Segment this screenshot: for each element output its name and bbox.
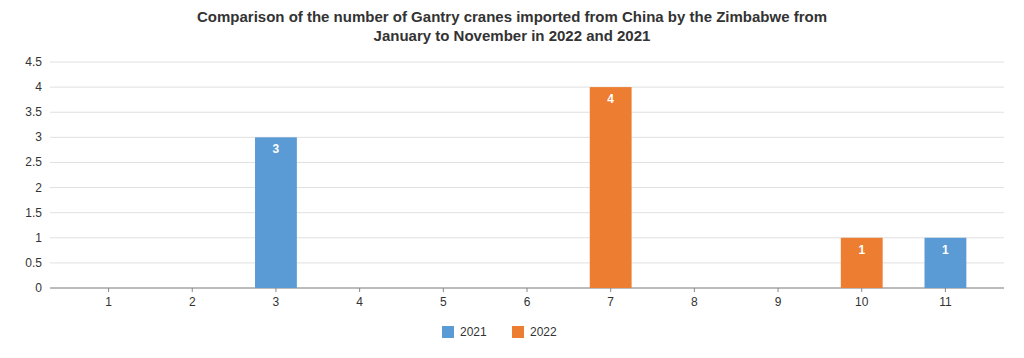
bar [255, 288, 297, 289]
x-tick [359, 288, 360, 292]
bar [255, 137, 297, 288]
x-tick [610, 288, 611, 292]
bar [88, 288, 130, 289]
chart: Comparison of the number of Gantry crane… [0, 0, 1024, 358]
bar [422, 288, 464, 289]
bar [673, 288, 715, 289]
legend-label: 2021 [460, 325, 487, 339]
x-tick [443, 288, 444, 292]
x-tick-label: 9 [775, 295, 782, 309]
x-tick [192, 288, 193, 292]
y-tick-label: 0.5 [25, 256, 42, 270]
bar [339, 288, 381, 289]
grid-line [50, 62, 1004, 63]
grid-line [50, 162, 1004, 163]
grid-line [50, 137, 1004, 138]
grid-line [50, 112, 1004, 113]
y-tick-label: 4.5 [25, 55, 42, 69]
x-tick-label: 6 [524, 295, 531, 309]
bars [255, 87, 966, 288]
x-tick [945, 288, 946, 292]
y-tick-label: 0 [35, 281, 42, 295]
grid [50, 62, 1004, 288]
legend: 2021 2022 [442, 325, 557, 339]
chart-container: Comparison of the number of Gantry crane… [0, 0, 1024, 358]
data-label: 3 [273, 142, 280, 156]
bar [88, 288, 130, 289]
bar [506, 288, 548, 289]
x-tick [527, 288, 528, 292]
y-tick-label: 4 [35, 80, 42, 94]
x-tick-label: 1 [105, 295, 112, 309]
x-tick [861, 288, 862, 292]
bar [506, 288, 548, 289]
y-tick-label: 3.5 [25, 105, 42, 119]
x-tick-label: 11 [939, 295, 952, 309]
bar [171, 288, 213, 289]
y-tick-label: 2.5 [25, 155, 42, 169]
bar [339, 288, 381, 289]
bar [925, 288, 967, 289]
bar [757, 288, 799, 289]
x-tick-label: 5 [440, 295, 447, 309]
bar [590, 87, 632, 288]
grid-line [50, 187, 1004, 188]
data-label: 1 [942, 243, 949, 257]
grid-line [50, 87, 1004, 88]
x-tick-label: 3 [273, 295, 280, 309]
x-tick [694, 288, 695, 292]
bar [757, 288, 799, 289]
y-tick-label: 1 [35, 231, 42, 245]
x-tick [108, 288, 109, 292]
y-tick-label: 1.5 [25, 206, 42, 220]
bar [925, 238, 967, 288]
y-tick-label: 3 [35, 130, 42, 144]
grid-line [50, 212, 1004, 213]
x-tick [275, 288, 276, 292]
x-tick-label: 7 [607, 295, 614, 309]
legend-swatch [512, 326, 524, 338]
bar [171, 288, 213, 289]
x-tick-label: 2 [189, 295, 196, 309]
legend-label: 2022 [530, 325, 557, 339]
data-label: 1 [858, 243, 865, 257]
data-label: 4 [607, 92, 614, 106]
x-tick-label: 10 [855, 295, 869, 309]
bar [422, 288, 464, 289]
x-tick [778, 288, 779, 292]
title: Comparison of the number of Gantry crane… [197, 8, 827, 44]
bar [673, 288, 715, 289]
y-tick-label: 2 [35, 181, 42, 195]
x-tick-label: 4 [356, 295, 363, 309]
legend-swatch [442, 326, 454, 338]
x-tick-label: 8 [691, 295, 698, 309]
bar [841, 238, 883, 288]
